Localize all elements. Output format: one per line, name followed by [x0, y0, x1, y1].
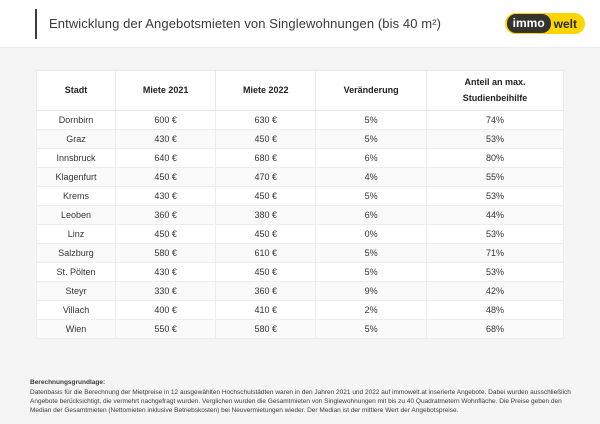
immowelt-logo: immo welt	[504, 13, 585, 34]
value-cell: 430 €	[115, 186, 217, 206]
value-cell: 9%	[315, 281, 427, 301]
value-cell: 580 €	[215, 319, 317, 339]
immowelt-logo-welt: welt	[553, 16, 577, 31]
value-cell: 5%	[315, 110, 427, 130]
table-row: Klagenfurt 450 €470 €4% 55%	[35, 167, 565, 187]
value-cell: 430 €	[115, 129, 217, 149]
value-cell: 5%	[315, 129, 427, 149]
value-cell: 5%	[315, 319, 427, 339]
value-cell: 380 €	[215, 205, 317, 225]
table-row: Villach 400 €410 €2% 48%	[35, 300, 565, 320]
footnote-body: Datenbasis für die Berechnung der Mietpr…	[30, 389, 571, 415]
value-cell: 4%	[315, 167, 427, 187]
city-cell: Innsbruck	[35, 148, 117, 168]
value-cell: 5%	[315, 262, 427, 282]
value-cell: 450 €	[215, 224, 317, 244]
city-cell: Graz	[35, 129, 117, 149]
value-cell: 450 €	[115, 224, 217, 244]
column-header-stadt: Stadt	[35, 70, 117, 111]
value-cell: 53%	[425, 129, 565, 149]
value-cell: 360 €	[115, 205, 217, 225]
value-cell: 360 €	[215, 281, 317, 301]
city-cell: Steyr	[35, 281, 117, 301]
table-row: St. Pölten 430 €450 €5% 53%	[35, 262, 565, 282]
value-cell: 450 €	[215, 262, 317, 282]
table-row: Krems 430 €450 €5% 53%	[35, 186, 565, 206]
value-cell: 55%	[425, 167, 565, 187]
column-header-miete-2021: Miete 2021	[115, 70, 217, 111]
value-cell: 600 €	[115, 110, 217, 130]
value-cell: 630 €	[215, 110, 317, 130]
value-cell: 410 €	[215, 300, 317, 320]
rent-table-body: Dornbirn 600 €630 €5% 74% Graz 430 €450 €5% 5…	[35, 110, 565, 339]
footnote: Berechnungsgrundlage: Datenbasis für die…	[30, 379, 577, 415]
city-cell: Villach	[35, 300, 117, 320]
table-row: Graz 430 €450 €5% 53%	[35, 129, 565, 149]
value-cell: 42%	[425, 281, 565, 301]
city-cell: St. Pölten	[35, 262, 117, 282]
value-cell: 0%	[315, 224, 427, 244]
header-bar: Entwicklung der Angebotsmieten von Singl…	[0, 0, 600, 47]
column-header-anteil-studienbeihilfe: Anteil an max. Studienbeihilfe	[425, 70, 565, 111]
value-cell: 550 €	[115, 319, 217, 339]
value-cell: 74%	[425, 110, 565, 130]
city-cell: Salzburg	[35, 243, 117, 263]
rent-table-header: Stadt Miete 2021 Miete 2022 Veränderung …	[35, 70, 565, 111]
value-cell: 580 €	[115, 243, 217, 263]
table-row: Leoben 360 €380 €6% 44%	[35, 205, 565, 225]
content-area: Stadt Miete 2021 Miete 2022 Veränderung …	[0, 47, 600, 424]
value-cell: 53%	[425, 186, 565, 206]
city-cell: Dornbirn	[35, 110, 117, 130]
table-row: Innsbruck 640 €680 €6% 80%	[35, 148, 565, 168]
value-cell: 68%	[425, 319, 565, 339]
column-header-veraenderung: Veränderung	[315, 70, 427, 111]
value-cell: 430 €	[115, 262, 217, 282]
title-accent-rule	[35, 8, 37, 39]
value-cell: 5%	[315, 186, 427, 206]
table-row: Wien 550 €580 €5% 68%	[35, 319, 565, 339]
value-cell: 680 €	[215, 148, 317, 168]
table-row: Steyr 330 €360 €9% 42%	[35, 281, 565, 301]
value-cell: 80%	[425, 148, 565, 168]
value-cell: 5%	[315, 243, 427, 263]
header-row: Stadt Miete 2021 Miete 2022 Veränderung …	[35, 70, 565, 111]
table-row: Salzburg 580 €610 €5% 71%	[35, 243, 565, 263]
city-cell: Wien	[35, 319, 117, 339]
value-cell: 2%	[315, 300, 427, 320]
value-cell: 71%	[425, 243, 565, 263]
table-row: Dornbirn 600 €630 €5% 74%	[35, 110, 565, 130]
value-cell: 330 €	[115, 281, 217, 301]
value-cell: 48%	[425, 300, 565, 320]
city-cell: Krems	[35, 186, 117, 206]
value-cell: 6%	[315, 148, 427, 168]
value-cell: 450 €	[215, 129, 317, 149]
value-cell: 400 €	[115, 300, 217, 320]
city-cell: Linz	[35, 224, 117, 244]
rent-table: Stadt Miete 2021 Miete 2022 Veränderung …	[35, 70, 565, 339]
immowelt-logo-immo: immo	[506, 14, 551, 33]
footnote-heading: Berechnungsgrundlage:	[30, 379, 106, 386]
value-cell: 450 €	[115, 167, 217, 187]
value-cell: 53%	[425, 262, 565, 282]
value-cell: 640 €	[115, 148, 217, 168]
city-cell: Klagenfurt	[35, 167, 117, 187]
value-cell: 44%	[425, 205, 565, 225]
value-cell: 53%	[425, 224, 565, 244]
page-title: Entwicklung der Angebotsmieten von Singl…	[49, 16, 442, 31]
column-header-miete-2022: Miete 2022	[215, 70, 317, 111]
value-cell: 470 €	[215, 167, 317, 187]
value-cell: 450 €	[215, 186, 317, 206]
value-cell: 610 €	[215, 243, 317, 263]
value-cell: 6%	[315, 205, 427, 225]
city-cell: Leoben	[35, 205, 117, 225]
table-row: Linz 450 €450 €0% 53%	[35, 224, 565, 244]
